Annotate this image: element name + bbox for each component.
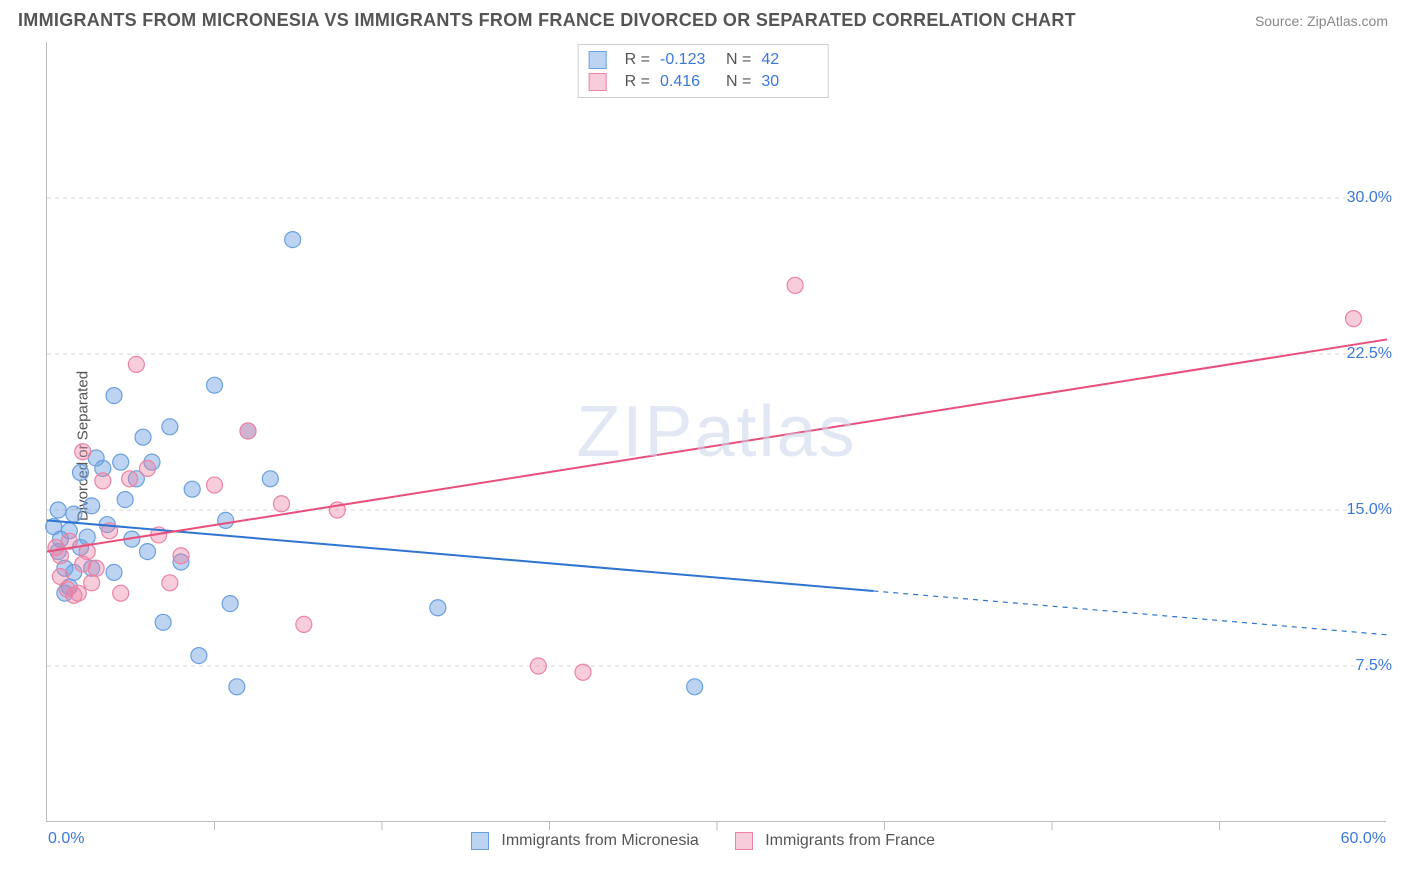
legend-swatch-icon	[589, 51, 607, 69]
y-tick-label: 15.0%	[1347, 501, 1392, 519]
legend-item-micronesia: Immigrants from Micronesia	[471, 832, 699, 850]
legend-label: Immigrants from France	[765, 832, 935, 849]
top-legend-row: R = -0.123 N = 42	[589, 49, 818, 71]
legend-swatch-icon	[471, 832, 489, 850]
legend-label: Immigrants from Micronesia	[501, 832, 698, 849]
n-value: 30	[761, 73, 817, 91]
scatter-chart-svg	[47, 42, 1386, 821]
y-tick-label: 30.0%	[1347, 189, 1392, 207]
top-legend: R = -0.123 N = 42 R = 0.416 N = 30	[578, 44, 829, 98]
source-label: Source: ZipAtlas.com	[1255, 13, 1388, 29]
n-value: 42	[761, 51, 817, 69]
r-label: R =	[625, 73, 650, 91]
top-legend-row: R = 0.416 N = 30	[589, 71, 818, 93]
n-label: N =	[726, 73, 751, 91]
legend-item-france: Immigrants from France	[735, 832, 935, 850]
y-tick-label: 22.5%	[1347, 345, 1392, 363]
legend-swatch-icon	[735, 832, 753, 850]
y-tick-label: 7.5%	[1356, 657, 1392, 675]
page-title: IMMIGRANTS FROM MICRONESIA VS IMMIGRANTS…	[18, 10, 1076, 31]
r-label: R =	[625, 51, 650, 69]
n-label: N =	[726, 51, 751, 69]
r-value: -0.123	[660, 51, 716, 69]
legend-swatch-icon	[589, 73, 607, 91]
bottom-legend: Immigrants from Micronesia Immigrants fr…	[0, 832, 1406, 850]
r-value: 0.416	[660, 73, 716, 91]
chart-plot-area: ZIPatlas	[46, 42, 1386, 822]
